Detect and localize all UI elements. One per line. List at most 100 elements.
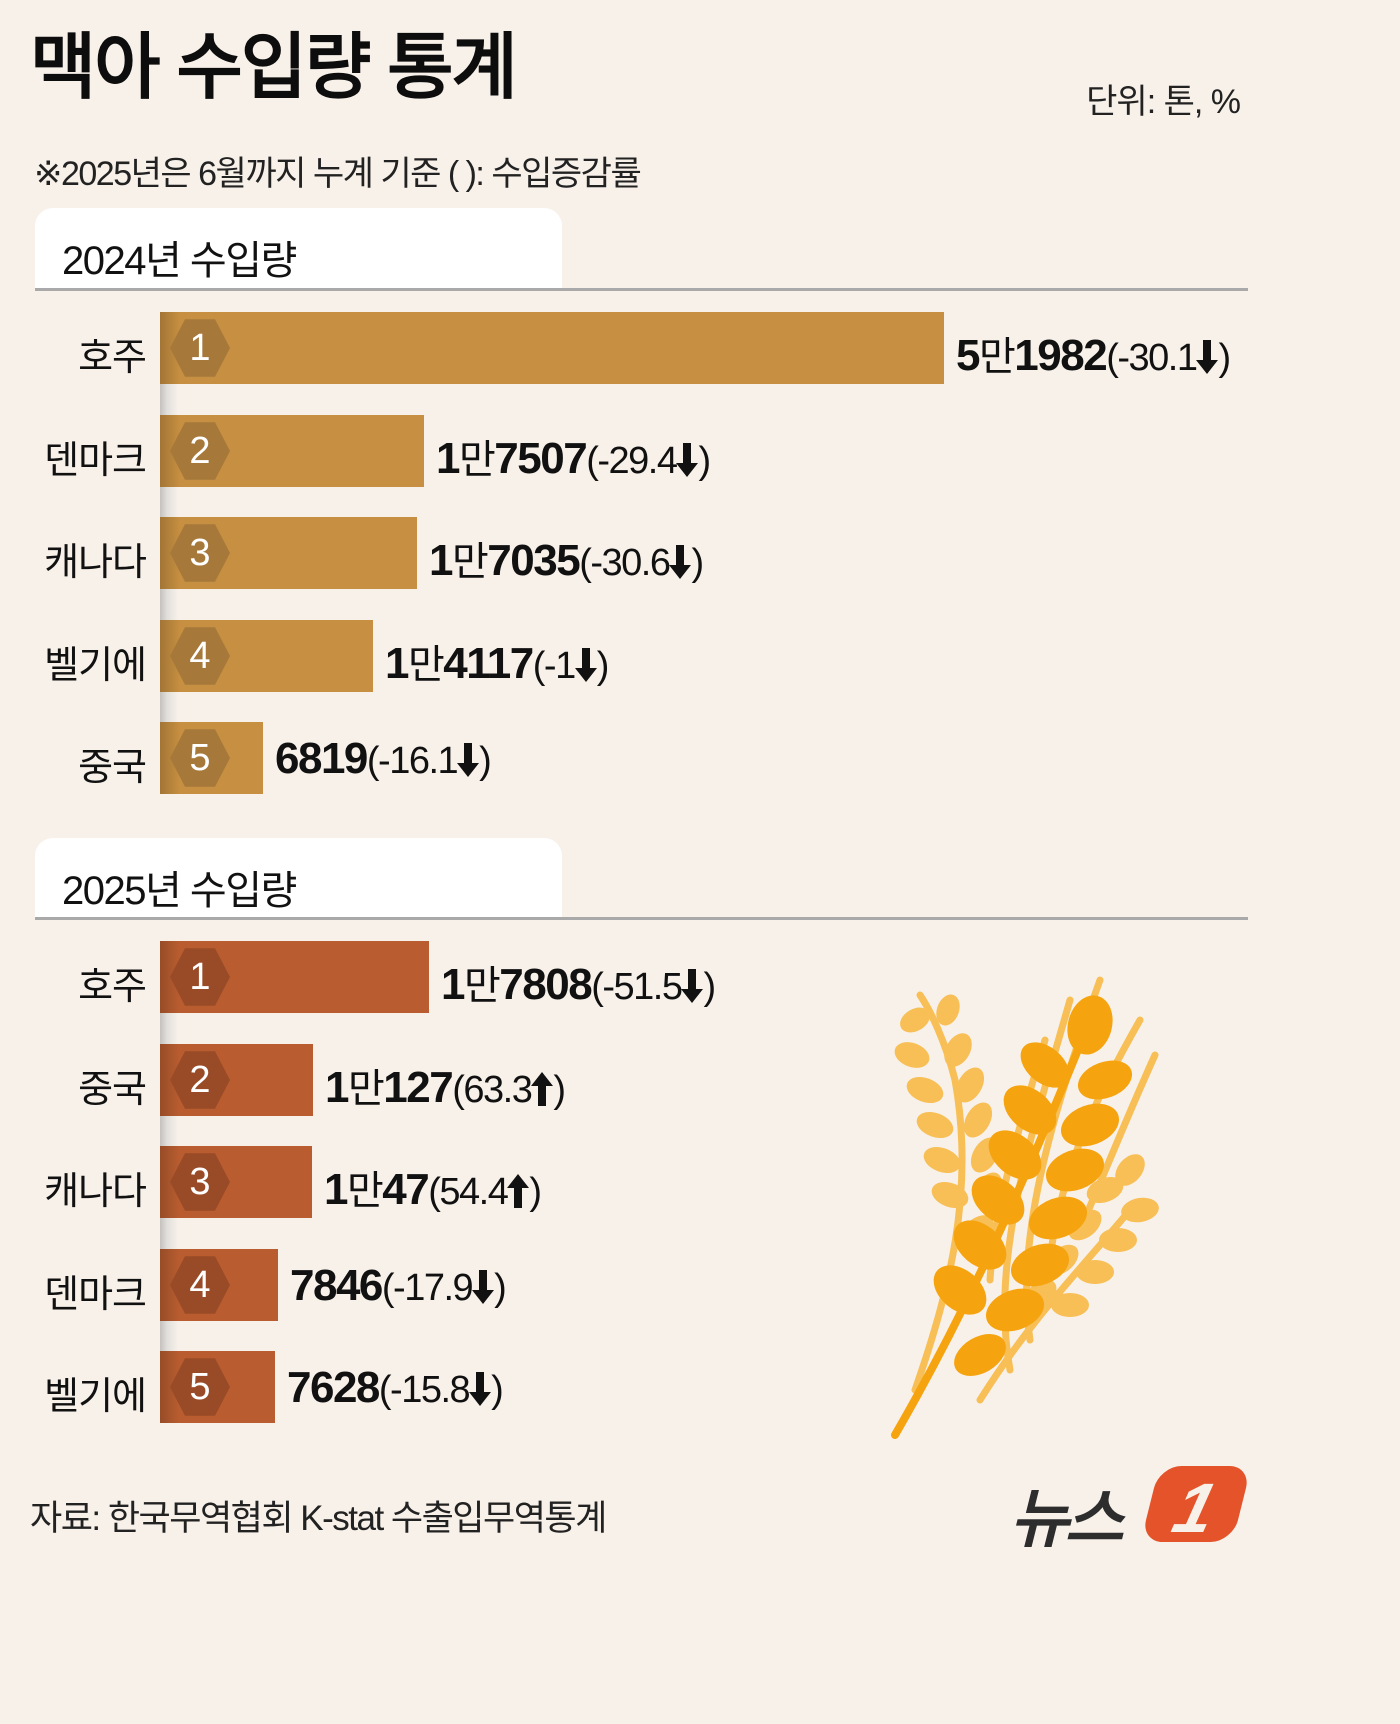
rank-hexagon-icon: 2 — [170, 1051, 230, 1109]
bar: 5 — [160, 722, 263, 794]
change-close-paren: ) — [1218, 337, 1231, 379]
bar: 5 — [160, 1351, 275, 1423]
rank-number: 5 — [189, 1366, 211, 1408]
import-volume: 1만7507 — [436, 434, 588, 483]
rank-hexagon-icon: 5 — [170, 1358, 230, 1416]
bar: 1 — [160, 312, 944, 384]
rank-hexagon-icon: 3 — [170, 524, 230, 582]
country-label: 덴마크 — [44, 440, 147, 482]
section-divider-2024 — [35, 288, 1248, 291]
unit-label: 단위: 톤, % — [1086, 83, 1241, 121]
volume-rest-part: 7808 — [499, 960, 592, 1009]
value-label: 1만7808(-51.5) — [441, 953, 716, 1011]
volume-rest-part: 6819 — [275, 734, 368, 783]
import-volume: 1만4117 — [385, 639, 534, 688]
arrow-down-icon — [574, 648, 597, 682]
country-label: 중국 — [78, 747, 147, 789]
value-label: 1만4117(-1) — [385, 632, 610, 690]
change-value: (-30.1 — [1106, 337, 1198, 379]
bar-row: 덴마크 2 1만7507(-29.4) — [0, 415, 1400, 487]
wheat-illustration-icon — [891, 976, 1159, 1439]
bar-row: 벨기에 5 7628(-15.8) — [0, 1351, 1400, 1423]
change-rate: (54.4) — [428, 1171, 542, 1213]
logo-badge-number: 1 — [1165, 1469, 1225, 1547]
arrow-up-icon — [507, 1174, 530, 1208]
change-rate: (-17.9) — [382, 1267, 507, 1309]
value-label: 6819(-16.1) — [275, 734, 492, 784]
bar: 4 — [160, 620, 373, 692]
import-volume: 7628 — [287, 1363, 380, 1412]
volume-man-unit: 만 — [451, 540, 489, 584]
arrow-down-icon — [472, 1270, 495, 1304]
section-header-2025: 2025년 수입량 — [35, 838, 562, 918]
import-volume: 1만47 — [324, 1165, 430, 1214]
volume-man-part: 1 — [441, 960, 465, 1009]
volume-rest-part: 127 — [383, 1063, 453, 1112]
bar: 3 — [160, 1146, 312, 1218]
page-title: 맥아 수입량 통계 — [30, 28, 518, 108]
bar-row: 중국 2 1만127(63.3) — [0, 1044, 1400, 1116]
change-close-paren: ) — [698, 440, 711, 482]
arrow-down-icon — [681, 969, 704, 1003]
country-label: 캐나다 — [44, 542, 147, 584]
change-value: (63.3 — [452, 1069, 533, 1111]
change-value: (-51.5 — [591, 966, 683, 1008]
rank-hexagon-icon: 2 — [170, 422, 230, 480]
import-volume: 1만7035 — [429, 536, 581, 585]
value-label: 1만7507(-29.4) — [436, 427, 711, 485]
rank-hexagon-icon: 1 — [170, 948, 230, 1006]
arrow-down-icon — [469, 1372, 492, 1406]
value-label: 7846(-17.9) — [290, 1261, 507, 1311]
rank-hexagon-icon: 3 — [170, 1153, 230, 1211]
volume-rest-part: 7846 — [290, 1261, 383, 1310]
volume-man-part: 5 — [956, 331, 980, 380]
volume-man-unit: 만 — [978, 335, 1016, 379]
change-rate: (-30.6) — [579, 542, 704, 584]
rank-hexagon-icon: 1 — [170, 319, 230, 377]
source-credit: 자료: 한국무역협회 K-stat 수출입무역통계 — [30, 1499, 607, 1538]
rank-number: 2 — [189, 1059, 211, 1101]
rank-hexagon-icon: 5 — [170, 729, 230, 787]
volume-man-part: 1 — [385, 639, 409, 688]
change-rate: (63.3) — [452, 1069, 566, 1111]
section-header-2024: 2024년 수입량 — [35, 208, 562, 288]
volume-rest-part: 1982 — [1014, 331, 1107, 380]
volume-man-unit: 만 — [347, 1067, 385, 1111]
value-label: 1만127(63.3) — [325, 1056, 566, 1114]
bar-row: 벨기에 4 1만4117(-1) — [0, 620, 1400, 692]
change-rate: (-1) — [533, 645, 610, 687]
rank-number: 3 — [189, 1161, 211, 1203]
rank-number: 1 — [189, 956, 211, 998]
change-close-paren: ) — [596, 645, 610, 687]
country-label: 중국 — [78, 1069, 147, 1111]
rank-number: 3 — [189, 532, 211, 574]
rank-number: 4 — [189, 1264, 211, 1306]
volume-man-unit: 만 — [458, 438, 496, 482]
volume-rest-part: 47 — [382, 1165, 429, 1214]
value-label: 5만1982(-30.1) — [956, 324, 1231, 382]
bar-row: 호주 1 5만1982(-30.1) — [0, 312, 1400, 384]
section-divider-2025 — [35, 917, 1248, 920]
import-volume: 6819 — [275, 734, 368, 783]
import-volume: 7846 — [290, 1261, 383, 1310]
bar: 2 — [160, 1044, 313, 1116]
change-value: (-29.4 — [586, 440, 678, 482]
volume-man-unit: 만 — [463, 964, 501, 1008]
arrow-up-icon — [531, 1072, 554, 1106]
subtitle-note: ※2025년은 6월까지 누계 기준 ( ): 수입증감률 — [34, 155, 642, 193]
volume-man-part: 1 — [429, 536, 453, 585]
logo-text: 뉴스 — [1010, 1483, 1124, 1555]
change-close-paren: ) — [479, 740, 492, 782]
bar-row: 덴마크 4 7846(-17.9) — [0, 1249, 1400, 1321]
rank-number: 5 — [189, 737, 211, 779]
volume-man-part: 1 — [324, 1165, 348, 1214]
country-label: 덴마크 — [44, 1274, 147, 1316]
arrow-down-icon — [1196, 340, 1219, 374]
change-rate: (-16.1) — [367, 740, 492, 782]
arrow-down-icon — [457, 743, 480, 777]
import-volume: 5만1982 — [956, 331, 1108, 380]
change-close-paren: ) — [691, 542, 704, 584]
change-value: (54.4 — [428, 1171, 509, 1213]
section-label-2025: 2025년 수입량 — [62, 869, 297, 913]
change-close-paren: ) — [703, 966, 716, 1008]
